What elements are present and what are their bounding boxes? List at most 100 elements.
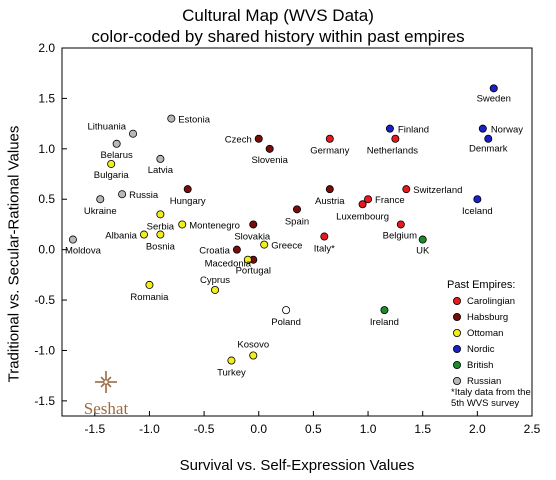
point-label-finland: Finland xyxy=(398,125,429,136)
legend-marker xyxy=(452,328,461,337)
logo-text: Seshat xyxy=(84,399,129,418)
point-label-macedonia: Macedonia xyxy=(205,259,252,270)
data-point-italy xyxy=(320,232,329,241)
data-point-russia xyxy=(118,190,127,199)
point-label-lithuania: Lithuania xyxy=(87,122,126,133)
data-point-netherlands xyxy=(391,134,400,143)
point-label-denmark: Denmark xyxy=(469,144,508,155)
point-label-cyprus: Cyprus xyxy=(200,275,230,286)
point-label-iceland: Iceland xyxy=(462,206,493,217)
x-tick-label: 1.0 xyxy=(360,422,377,436)
data-point-lithuania xyxy=(129,129,138,138)
legend-footnote: 5th WVS survey xyxy=(451,398,519,409)
legend-footnote: *Italy data from the xyxy=(451,387,531,398)
legend-marker xyxy=(452,376,461,385)
point-label-slovakia: Slovakia xyxy=(234,231,271,242)
data-point-austria xyxy=(325,185,334,194)
data-points xyxy=(68,84,498,365)
data-point-luxembourg xyxy=(358,200,367,209)
point-label-spain: Spain xyxy=(285,216,309,227)
x-tick-label: -1.5 xyxy=(84,422,105,436)
point-label-hungary: Hungary xyxy=(170,196,206,207)
point-label-germany: Germany xyxy=(310,146,349,157)
point-label-ukraine: Ukraine xyxy=(84,206,117,217)
point-label-latvia: Latvia xyxy=(148,165,174,176)
data-point-iceland xyxy=(473,195,482,204)
logo-center xyxy=(103,379,109,385)
x-tick-label: 0.5 xyxy=(305,422,322,436)
data-point-uk xyxy=(418,235,427,244)
point-label-slovenia: Slovenia xyxy=(251,155,288,166)
data-point-ukraine xyxy=(96,195,105,204)
x-axis-label: Survival vs. Self-Expression Values xyxy=(179,457,415,474)
data-point-bulgaria xyxy=(107,159,116,168)
data-point-belgium xyxy=(396,220,405,229)
data-point-poland xyxy=(282,306,291,315)
point-label-france: France xyxy=(375,195,405,206)
point-label-portugal: Portugal xyxy=(236,266,271,277)
compass-star-icon xyxy=(95,371,117,393)
data-point-sweden xyxy=(489,84,498,93)
data-point-macedonia xyxy=(243,255,252,264)
point-label-ireland: Ireland xyxy=(370,317,399,328)
chart-subtitle: color-coded by shared history within pas… xyxy=(91,27,465,46)
x-tick-label: 2.0 xyxy=(469,422,486,436)
point-label-croatia: Croatia xyxy=(199,246,230,257)
y-tick-label: -0.5 xyxy=(34,293,55,307)
point-label-bosnia: Bosnia xyxy=(146,242,176,253)
y-tick-label: 0.5 xyxy=(38,192,55,206)
x-tick-label: 0.0 xyxy=(250,422,267,436)
point-label-poland: Poland xyxy=(271,317,301,328)
x-tick-label: 2.5 xyxy=(524,422,541,436)
y-tick-label: -1.0 xyxy=(34,343,55,357)
data-point-greece xyxy=(260,240,269,249)
data-point-spain xyxy=(292,205,301,214)
legend-marker xyxy=(452,360,461,369)
data-point-denmark xyxy=(484,134,493,143)
point-label-albania: Albania xyxy=(105,231,137,242)
data-point-switzerland xyxy=(402,185,411,194)
point-label-belgium: Belgium xyxy=(383,230,417,241)
seshat-logo: Seshat xyxy=(84,371,129,418)
data-point-latvia xyxy=(156,154,165,163)
point-label-serbia: Serbia xyxy=(147,221,175,232)
chart-title: Cultural Map (WVS Data) xyxy=(182,6,374,25)
point-label-kosovo: Kosovo xyxy=(237,340,269,351)
point-label-turkey: Turkey xyxy=(217,368,246,379)
y-tick-label: 1.5 xyxy=(38,91,55,105)
data-point-france xyxy=(364,195,373,204)
point-label-netherlands: Netherlands xyxy=(367,146,418,157)
y-tick-label: 2.0 xyxy=(38,41,55,55)
point-label-russia: Russia xyxy=(129,190,159,201)
point-label-montenegro: Montenegro xyxy=(189,220,240,231)
legend-entry: Nordic xyxy=(467,344,495,355)
data-point-belarus xyxy=(112,139,121,148)
data-point-hungary xyxy=(183,185,192,194)
legend-entry: Habsburg xyxy=(467,312,508,323)
plot-area xyxy=(61,47,533,417)
point-label-switzerland: Switzerland xyxy=(413,185,462,196)
point-label-czech: Czech xyxy=(225,135,252,146)
x-tick-label: -0.5 xyxy=(194,422,215,436)
point-label-austria: Austria xyxy=(315,196,345,207)
legend-entry: Ottoman xyxy=(467,328,503,339)
point-label-uk: UK xyxy=(416,246,430,257)
data-point-czech xyxy=(254,134,263,143)
point-label-belarus: Belarus xyxy=(101,150,133,161)
data-point-norway xyxy=(478,124,487,133)
data-point-kosovo xyxy=(249,351,258,360)
data-point-bosnia xyxy=(156,230,165,239)
point-label-norway: Norway xyxy=(491,125,523,136)
data-point-slovakia xyxy=(249,220,258,229)
point-label-sweden: Sweden xyxy=(477,93,511,104)
point-label-moldova: Moldova xyxy=(65,246,102,257)
data-point-cyprus xyxy=(211,285,220,294)
x-tick-label: 1.5 xyxy=(414,422,431,436)
data-point-finland xyxy=(385,124,394,133)
data-point-romania xyxy=(145,280,154,289)
point-label-greece: Greece xyxy=(271,241,302,252)
axis-ticks: -1.5 -1.0 -0.5 0.0 0.5 1.0 1.5 2.0 2.5 2.0 1.5 1.0 0… xyxy=(34,41,540,436)
data-point-croatia xyxy=(232,245,241,254)
legend: Past Empires: Carolingian Habsburg Ottoman N… xyxy=(447,279,531,409)
